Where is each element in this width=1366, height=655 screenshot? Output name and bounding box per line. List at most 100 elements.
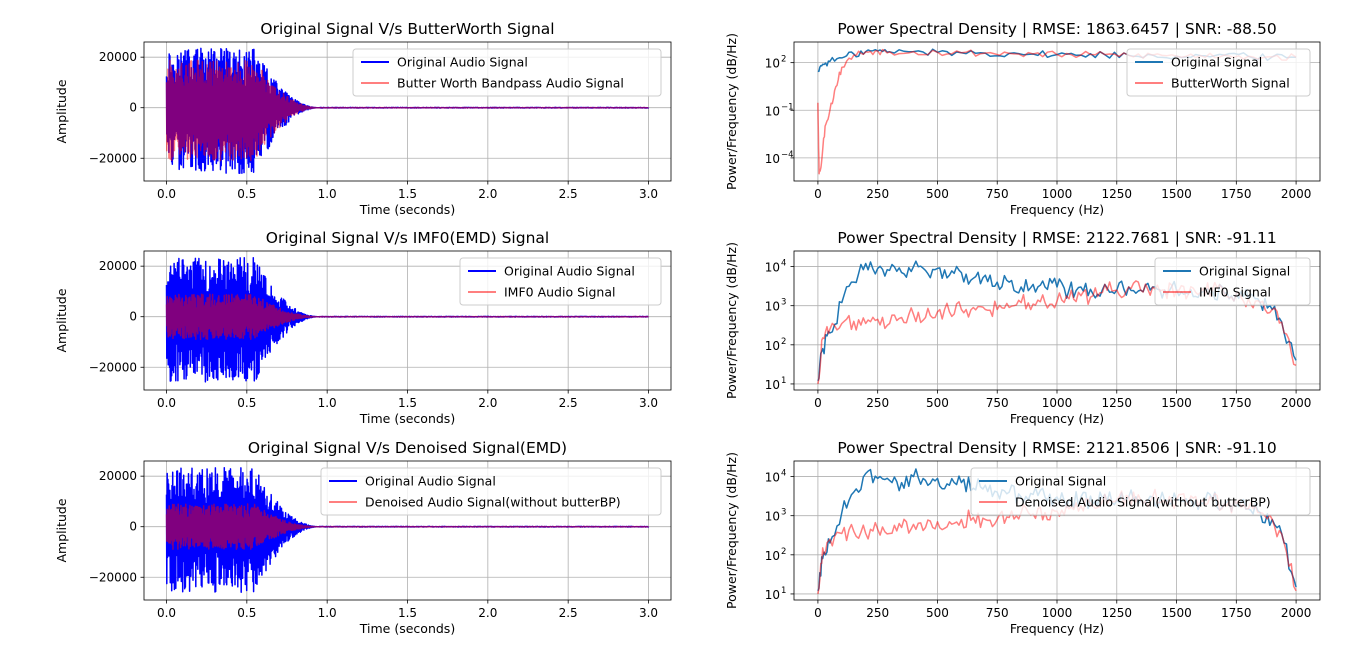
legend-box: [1126, 48, 1311, 97]
x-tick-label: 1.0: [318, 396, 337, 410]
y-tick-exponent: −1: [781, 102, 794, 112]
x-tick-label: 0.0: [157, 396, 176, 410]
y-tick-label: 10: [765, 57, 780, 71]
x-axis-label: Time (seconds): [359, 621, 455, 636]
x-tick-label: 2000: [1281, 396, 1312, 410]
series-line: [165, 503, 649, 550]
x-tick-label: 1250: [1101, 187, 1132, 201]
legend-label: Denoised Audio Signal(without butterBP): [1015, 495, 1271, 510]
y-tick-exponent: 1: [781, 586, 786, 596]
legend-label: Original Signal: [1199, 264, 1290, 279]
x-tick-label: 1500: [1161, 606, 1192, 620]
x-axis-label: Frequency (Hz): [1010, 202, 1104, 217]
y-tick-label: 20000: [99, 50, 137, 64]
y-tick-label: 10: [765, 510, 780, 524]
x-tick-label: 3.0: [639, 606, 658, 620]
legend-label: ButterWorth Signal: [1171, 76, 1290, 91]
x-tick-label: 500: [926, 606, 949, 620]
x-tick-label: 2000: [1281, 606, 1312, 620]
x-tick-label: 500: [926, 187, 949, 201]
legend-box: [970, 467, 1311, 516]
legend: Original Audio Signal IMF0 Audio Signal: [459, 257, 662, 306]
x-tick-label: 750: [986, 606, 1009, 620]
legend: Original Audio Signal Denoised Audio Sign…: [320, 467, 662, 516]
x-tick-label: 1750: [1221, 396, 1252, 410]
x-tick-label: 0: [814, 187, 822, 201]
chart-panel: 0.0 0.5 1.0 1.5 2.0 2.5 3.0 −20000 0 20000 Origina…: [54, 229, 672, 426]
chart-panel: 0.0 0.5 1.0 1.5 2.0 2.5 3.0 −20000 0 20000 Origina…: [54, 439, 672, 636]
x-axis-label: Frequency (Hz): [1010, 411, 1104, 426]
y-axis-label: Power/Frequency (dB/Hz): [724, 452, 739, 609]
y-tick-exponent: 3: [781, 298, 786, 308]
x-tick-label: 1250: [1101, 396, 1132, 410]
chart-title: Power Spectral Density | RMSE: 2121.8506…: [837, 439, 1276, 457]
legend-label: IMF0 Signal: [1199, 285, 1271, 300]
x-tick-label: 2.5: [559, 396, 578, 410]
y-tick-label: 0: [129, 520, 137, 534]
y-tick-label: 20000: [99, 259, 137, 273]
legend: Original Audio Signal Butter Worth Bandpa…: [352, 48, 662, 97]
x-tick-label: 0.0: [157, 606, 176, 620]
chart-title: Power Spectral Density | RMSE: 2122.7681…: [837, 229, 1276, 247]
x-tick-label: 1000: [1042, 606, 1073, 620]
y-tick-exponent: 4: [781, 259, 786, 269]
y-tick-label: 10: [765, 471, 780, 485]
y-tick-label: 10: [765, 104, 780, 118]
y-tick-exponent: 1: [781, 376, 786, 386]
legend: Original Signal Denoised Audio Signal(wit…: [970, 467, 1311, 516]
legend-label: Original Signal: [1015, 474, 1106, 489]
x-tick-label: 1000: [1042, 396, 1073, 410]
x-tick-label: 1000: [1042, 187, 1073, 201]
chart-panel: 0.0 0.5 1.0 1.5 2.0 2.5 3.0 −20000 0 20000 Origina…: [54, 20, 672, 217]
x-tick-label: 0: [814, 606, 822, 620]
y-tick-label: 10: [765, 549, 780, 563]
y-tick-label: 10: [765, 378, 780, 392]
x-axis-label: Time (seconds): [359, 202, 455, 217]
legend-box: [320, 467, 662, 516]
y-tick-exponent: −4: [781, 150, 794, 160]
y-tick-label: 0: [129, 310, 137, 324]
y-tick-label: 0: [129, 101, 137, 115]
y-tick-label: −20000: [89, 151, 137, 165]
x-tick-label: 2.0: [478, 606, 497, 620]
x-tick-label: 3.0: [639, 187, 658, 201]
x-tick-label: 0.5: [237, 187, 256, 201]
y-axis-label: Power/Frequency (dB/Hz): [724, 242, 739, 399]
legend-box: [459, 257, 662, 306]
series-group: [165, 256, 649, 383]
y-axis-label: Amplitude: [54, 498, 69, 562]
x-tick-label: 2.5: [559, 606, 578, 620]
x-tick-label: 2.5: [559, 187, 578, 201]
x-tick-label: 1.5: [398, 396, 417, 410]
y-tick-label: 10: [765, 152, 780, 166]
legend-box: [352, 48, 662, 97]
legend-label: Original Audio Signal: [397, 55, 528, 70]
chart-title: Power Spectral Density | RMSE: 1863.6457…: [837, 20, 1276, 38]
x-tick-label: 1.0: [318, 606, 337, 620]
legend-label: Denoised Audio Signal(without butterBP): [365, 495, 621, 510]
x-tick-label: 1250: [1101, 606, 1132, 620]
series-line: [165, 59, 649, 162]
legend-label: Original Audio Signal: [365, 474, 496, 489]
x-tick-label: 3.0: [639, 396, 658, 410]
x-tick-label: 500: [926, 396, 949, 410]
y-axis-label: Power/Frequency (dB/Hz): [724, 33, 739, 190]
x-tick-label: 0: [814, 396, 822, 410]
x-tick-label: 2.0: [478, 187, 497, 201]
y-tick-exponent: 4: [781, 469, 786, 479]
x-axis-label: Frequency (Hz): [1010, 621, 1104, 636]
y-tick-exponent: 2: [781, 337, 786, 347]
x-tick-label: 1.5: [398, 606, 417, 620]
chart-title: Original Signal V/s ButterWorth Signal: [260, 20, 554, 38]
x-tick-label: 1.5: [398, 187, 417, 201]
y-tick-label: 10: [765, 339, 780, 353]
legend-label: Original Signal: [1171, 55, 1262, 70]
y-tick-label: 10: [765, 261, 780, 275]
x-tick-label: 1500: [1161, 396, 1192, 410]
x-axis-label: Time (seconds): [359, 411, 455, 426]
y-tick-label: 10: [765, 300, 780, 314]
chart-title: Original Signal V/s IMF0(EMD) Signal: [266, 229, 549, 247]
series-group: [165, 467, 650, 593]
